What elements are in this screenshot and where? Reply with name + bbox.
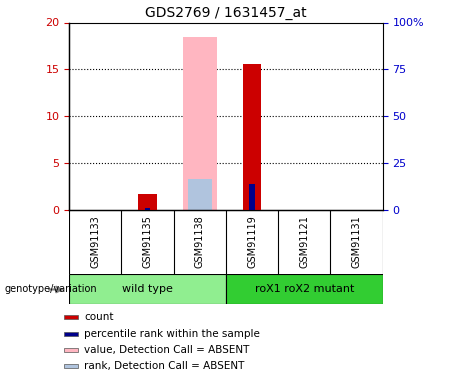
- Text: genotype/variation: genotype/variation: [5, 285, 97, 294]
- Bar: [188, 179, 212, 210]
- Bar: [64, 315, 78, 318]
- Bar: [145, 208, 150, 210]
- Text: GSM91138: GSM91138: [195, 215, 205, 268]
- Bar: [226, 274, 383, 304]
- Text: rank, Detection Call = ABSENT: rank, Detection Call = ABSENT: [84, 362, 244, 372]
- Text: GSM91119: GSM91119: [247, 215, 257, 268]
- Text: percentile rank within the sample: percentile rank within the sample: [84, 328, 260, 339]
- Text: GSM91121: GSM91121: [299, 215, 309, 268]
- Text: wild type: wild type: [122, 284, 173, 294]
- Text: GSM91131: GSM91131: [351, 215, 361, 268]
- Bar: [183, 37, 217, 210]
- Text: GSM91135: GSM91135: [142, 215, 153, 268]
- Text: value, Detection Call = ABSENT: value, Detection Call = ABSENT: [84, 345, 249, 355]
- Text: GSM91133: GSM91133: [90, 215, 100, 268]
- Bar: [249, 184, 254, 210]
- Bar: [69, 274, 226, 304]
- Bar: [64, 332, 78, 336]
- Text: count: count: [84, 312, 113, 322]
- Title: GDS2769 / 1631457_at: GDS2769 / 1631457_at: [145, 6, 307, 20]
- Bar: [243, 64, 261, 210]
- Bar: [64, 348, 78, 352]
- Bar: [64, 364, 78, 368]
- Text: roX1 roX2 mutant: roX1 roX2 mutant: [254, 284, 354, 294]
- Bar: [138, 194, 157, 210]
